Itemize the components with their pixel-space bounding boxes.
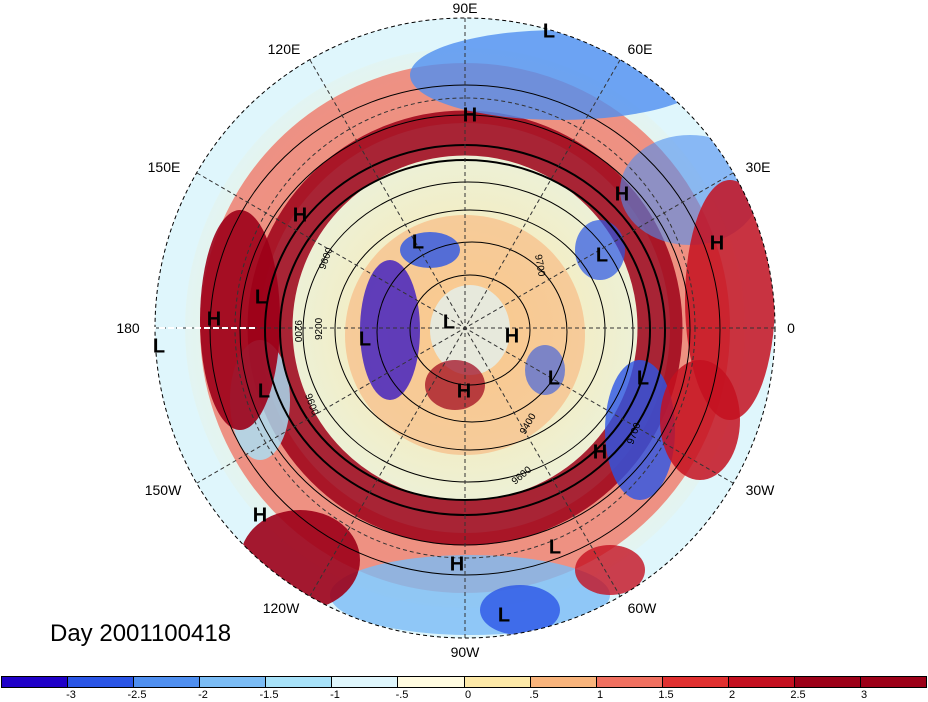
colorbar-swatch	[596, 677, 663, 687]
lon-label-150e: 150E	[147, 159, 181, 175]
colorbar-swatch	[530, 677, 597, 687]
anomaly-field	[155, 18, 775, 638]
colorbar-tick-label: -2	[198, 689, 208, 701]
contour-label: 9200	[314, 317, 325, 340]
colorbar-tick-label: 3	[860, 689, 868, 701]
pressure-center-low: L	[548, 536, 562, 559]
lon-label-120w: 120W	[262, 600, 300, 616]
colorbar-swatch	[728, 677, 795, 687]
colorbar-swatch	[861, 677, 927, 687]
colorbar-swatch	[464, 677, 531, 687]
pressure-center-high: H	[614, 183, 630, 206]
colorbar-swatch	[662, 677, 729, 687]
colorbar-swatch	[794, 677, 862, 687]
colorbar-swatch	[2, 677, 69, 687]
lon-label-0: 0	[787, 320, 795, 336]
pressure-center-high: H	[252, 504, 268, 527]
colorbar-swatch	[398, 677, 465, 687]
lon-label-90w: 90W	[450, 644, 480, 660]
colorbar-swatch	[266, 677, 333, 687]
colorbar-tick-label: -.5	[395, 689, 409, 701]
pressure-center-low: L	[595, 244, 609, 267]
pressure-center-high: H	[592, 441, 608, 464]
colorbar-tick-label: -1.5	[259, 689, 279, 701]
lon-label-150w: 150W	[144, 482, 182, 498]
pressure-center-high: H	[206, 308, 222, 331]
colorbar-tick-label: -2.5	[127, 689, 147, 701]
lon-label-60w: 60W	[627, 600, 657, 616]
colorbar-tick-label: 1.5	[658, 689, 674, 701]
lon-label-180: 180	[116, 320, 140, 336]
colorbar	[1, 676, 927, 688]
colorbar-tick-label: -1	[330, 689, 340, 701]
date-label: Day 2001100418	[50, 620, 232, 647]
pressure-center-low: L	[254, 286, 268, 309]
colorbar-swatch	[134, 677, 201, 687]
lon-label-30w: 30W	[745, 482, 775, 498]
pressure-center-low: L	[442, 311, 456, 334]
colorbar-swatch	[68, 677, 135, 687]
pressure-center-low: L	[257, 380, 271, 403]
lon-label-120e: 120E	[267, 41, 301, 57]
pressure-center-low: L	[547, 367, 561, 390]
lon-label-90e: 90E	[452, 0, 478, 16]
colorbar-tick-label: 0	[464, 689, 472, 701]
colorbar-swatch	[332, 677, 399, 687]
pressure-center-high: H	[709, 232, 725, 255]
colorbar-tick-label: -3	[66, 689, 76, 701]
pressure-center-high: H	[449, 553, 465, 576]
contour-label: 9200	[292, 320, 303, 343]
colorbar-tick-label: 1	[596, 689, 604, 701]
colorbar-tick-label: 2	[728, 689, 736, 701]
pressure-center-high: H	[504, 325, 520, 348]
pressure-center-low: L	[497, 604, 511, 627]
pressure-center-high: H	[292, 204, 308, 227]
contour-label: 9700	[532, 254, 547, 278]
pressure-center-low: H	[456, 380, 472, 403]
colorbar-swatch	[200, 677, 267, 687]
colorbar-tick-label: 2.5	[790, 689, 806, 701]
polar-map: 9600 9700 9200 9200 9600 9600 9400 9700	[154, 17, 776, 639]
pressure-center-low: L	[411, 231, 425, 254]
pressure-center-high: H	[462, 104, 478, 127]
pressure-center-low: L	[358, 328, 372, 351]
lon-label-30e: 30E	[745, 159, 771, 175]
pressure-center-low: L	[542, 20, 556, 43]
pressure-center-low: L	[152, 335, 166, 358]
pressure-center-low: L	[636, 367, 650, 390]
lon-label-60e: 60E	[627, 41, 653, 57]
colorbar-tick-label: .5	[529, 689, 539, 701]
